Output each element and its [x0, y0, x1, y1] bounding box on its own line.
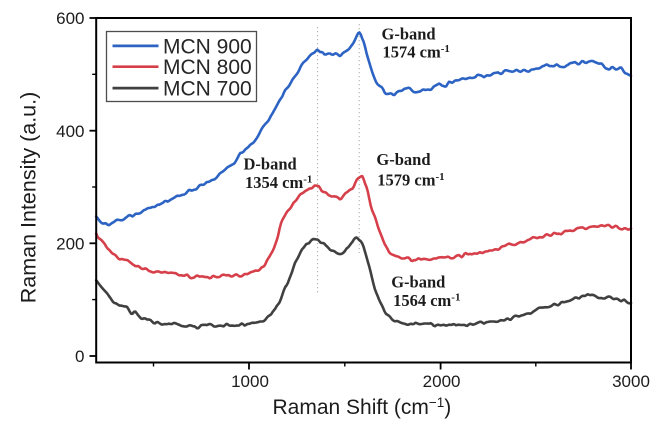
svg-text:600: 600: [56, 9, 84, 28]
svg-text:Raman Shift (cm−1): Raman Shift (cm−1): [273, 395, 452, 419]
svg-text:1579 cm-1: 1579 cm-1: [377, 171, 444, 190]
svg-text:MCN 700: MCN 700: [163, 78, 252, 101]
svg-text:1354 cm-1: 1354 cm-1: [245, 173, 312, 192]
svg-text:G-band: G-band: [376, 150, 430, 169]
svg-text:Raman Intensity (a.u.): Raman Intensity (a.u.): [16, 92, 40, 304]
svg-text:3000: 3000: [612, 372, 650, 391]
svg-text:1000: 1000: [231, 372, 269, 391]
svg-text:200: 200: [56, 234, 84, 253]
svg-text:1574 cm-1: 1574 cm-1: [383, 43, 450, 62]
svg-text:1564 cm-1: 1564 cm-1: [393, 291, 460, 310]
svg-text:G-band: G-band: [391, 273, 445, 292]
svg-text:MCN 900: MCN 900: [163, 35, 252, 58]
svg-text:D-band: D-band: [244, 154, 297, 173]
svg-text:G-band: G-band: [382, 24, 436, 43]
svg-text:2000: 2000: [423, 372, 461, 391]
svg-text:400: 400: [56, 122, 84, 141]
svg-text:MCN 800: MCN 800: [163, 56, 252, 79]
svg-text:0: 0: [75, 347, 84, 366]
